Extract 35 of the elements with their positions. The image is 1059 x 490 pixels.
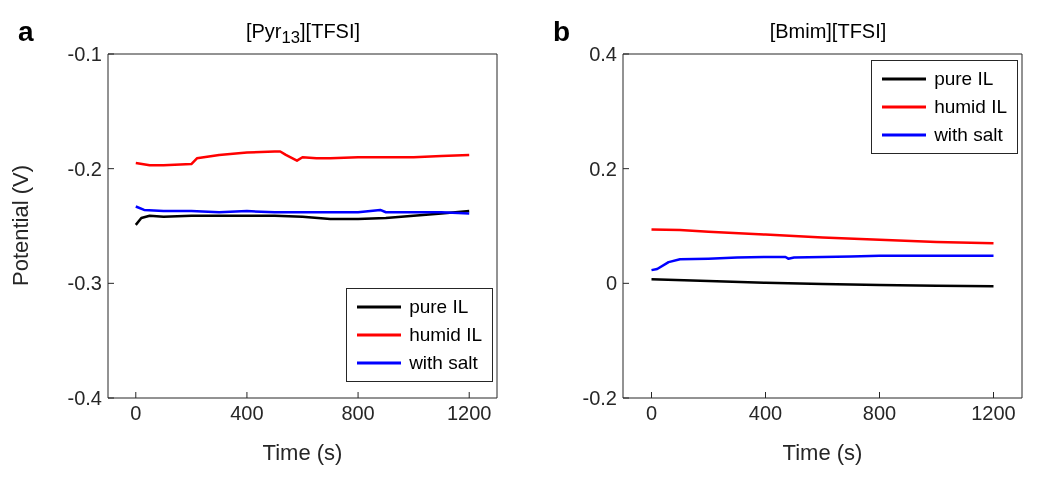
line-series [134, 205, 471, 215]
line-series [650, 254, 995, 272]
y-tick-label: -0.1 [67, 43, 102, 66]
x-axis-title: Time (s) [262, 440, 343, 465]
x-tick-label: 0 [130, 402, 142, 425]
x-tick-label: 0 [645, 402, 658, 425]
line-series [134, 209, 471, 227]
legend-label: with salt [409, 351, 478, 375]
legend-label: pure IL [409, 295, 469, 319]
y-tick-label: -0.3 [67, 272, 102, 295]
chart-title: [Pyr$_{13}$][TFSI] [244, 20, 362, 48]
y-tick-label: 0.4 [589, 43, 617, 66]
y-tick-label: -0.4 [67, 387, 102, 410]
x-tick-label: 1200 [446, 402, 492, 425]
legend-label: humid IL [934, 95, 1007, 119]
x-tick-label: 400 [748, 402, 783, 425]
line-series [134, 150, 471, 167]
legend-label: humid IL [409, 323, 482, 347]
line-series [650, 278, 995, 288]
y-tick-label: 0.2 [589, 157, 617, 180]
y-axis-title: Potential (V) [7, 164, 33, 286]
line-series [650, 228, 995, 245]
x-tick-label: 1200 [971, 402, 1016, 425]
x-axis-title: Time (s) [782, 440, 863, 465]
y-tick-label: -0.2 [67, 157, 102, 180]
legend-label: pure IL [934, 67, 994, 91]
y-tick-label: 0 [605, 272, 617, 295]
chart-title: [Bmim][TFSI] [768, 20, 888, 43]
x-tick-label: 400 [230, 402, 264, 425]
x-tick-label: 800 [862, 402, 897, 425]
x-tick-label: 800 [341, 402, 375, 425]
text: b [553, 16, 571, 48]
legend-label: with salt [934, 123, 1003, 147]
y-tick-label: -0.2 [582, 387, 617, 410]
text: a [18, 16, 34, 48]
